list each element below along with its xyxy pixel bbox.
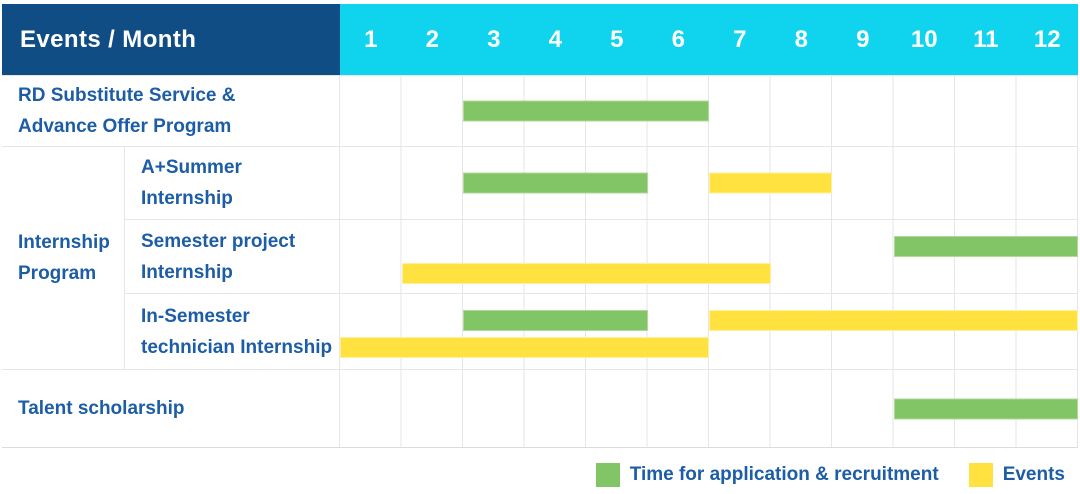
row-label-semester-project: Semester project Internship: [125, 220, 340, 293]
gantt-bar-events: [340, 337, 709, 358]
gantt-bar-application: [463, 100, 709, 122]
month-header-11: 11: [973, 25, 999, 53]
chart-cell-semester-project: [340, 220, 1078, 293]
gantt-bar-application: [463, 172, 648, 194]
events-month-table: Events / Month 1 2 3 4 5 6 7 8 9 10 11 12 RD Substi…: [2, 4, 1078, 448]
row-label-talent-scholarship: Talent scholarship: [2, 370, 340, 447]
legend-label-events: Events: [1002, 464, 1065, 485]
row-label-rd-substitute: RD Substitute Service & Advance Offer Pr…: [2, 76, 340, 146]
month-header-12: 12: [1033, 25, 1061, 53]
month-header-9: 9: [856, 25, 870, 53]
gantt-bar-application: [893, 398, 1078, 419]
row-label-in-semester-technician: In-Semester technician Internship: [125, 294, 340, 369]
gantt-bar-events: [709, 310, 1078, 331]
month-header-4: 4: [548, 25, 562, 53]
chart-cell-a-summer: [340, 147, 1078, 219]
row-label-a-summer: A+Summer Internship: [125, 147, 340, 219]
table-body: RD Substitute Service & Advance Offer Pr…: [2, 75, 1078, 448]
internship-program-subrows: A+Summer Internship Semester project Int…: [125, 147, 1078, 369]
green-swatch-icon: [595, 463, 620, 487]
legend: Time for application & recruitment Event…: [595, 463, 1065, 487]
gantt-bar-application: [463, 310, 648, 331]
legend-item-events: Events: [968, 463, 1065, 487]
row-semester-project: Semester project Internship: [125, 219, 1078, 293]
table-header-row: Events / Month 1 2 3 4 5 6 7 8 9 10 11 12: [2, 4, 1078, 75]
gantt-bar-application: [893, 236, 1078, 257]
month-header-10: 10: [910, 25, 938, 53]
gantt-bar-events: [401, 263, 771, 284]
month-header-1: 1: [364, 25, 378, 53]
chart-cell-rd-substitute: [340, 76, 1078, 146]
yellow-swatch-icon: [968, 463, 993, 487]
month-header-3: 3: [487, 25, 501, 53]
gantt-bar-events: [709, 172, 832, 194]
row-in-semester-technician: In-Semester technician Internship: [125, 293, 1078, 369]
month-header-row: 1 2 3 4 5 6 7 8 9 10 11 12: [340, 4, 1078, 75]
month-header-7: 7: [733, 25, 747, 53]
month-header-2: 2: [425, 25, 439, 53]
chart-cell-in-semester-technician: [340, 294, 1078, 369]
row-rd-substitute: RD Substitute Service & Advance Offer Pr…: [2, 75, 1078, 146]
month-header-5: 5: [610, 25, 624, 53]
group-label-internship-program: Internship Program: [2, 147, 125, 369]
row-talent-scholarship: Talent scholarship: [2, 369, 1078, 447]
row-a-summer: A+Summer Internship: [125, 147, 1078, 219]
legend-label-application: Time for application & recruitment: [629, 464, 939, 485]
month-header-8: 8: [794, 25, 808, 53]
events-month-header-title: Events / Month: [2, 4, 340, 75]
chart-cell-talent-scholarship: [340, 370, 1078, 447]
month-header-6: 6: [671, 25, 685, 53]
internship-program-group: Internship Program A+Summer Internship S…: [2, 146, 1078, 369]
legend-item-application: Time for application & recruitment: [595, 463, 939, 487]
